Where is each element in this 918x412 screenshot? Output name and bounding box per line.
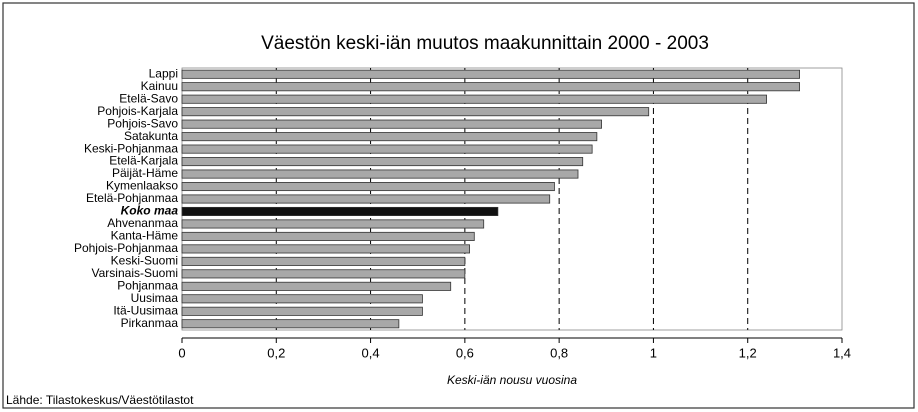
y-tick-label: Satakunta	[124, 129, 178, 143]
chart-title: Väestön keski-iän muutos maakunnittain 2…	[261, 33, 709, 54]
bar	[181, 294, 423, 304]
bar	[181, 169, 579, 179]
y-tick-label: Pohjois-Pohjanmaa	[74, 241, 178, 255]
y-tick-label: Pohjois-Karjala	[97, 104, 178, 118]
y-tick-label: Etelä-Savo	[119, 91, 178, 105]
bar	[181, 69, 800, 79]
x-tick-label: 1,4	[833, 345, 851, 360]
y-tick-label: Pohjois-Savo	[107, 116, 178, 130]
y-tick-label: Pirkanmaa	[121, 316, 179, 330]
source: Lähde: Tilastokeskus/Väestötilastot	[6, 393, 194, 407]
bar	[181, 306, 423, 316]
x-tick-label: 0,6	[456, 345, 474, 360]
y-tick-label: Kanta-Häme	[111, 229, 179, 243]
bar	[181, 119, 602, 129]
bar	[181, 231, 475, 241]
y-tick-label: Kainuu	[141, 79, 178, 93]
bar	[181, 269, 466, 279]
bar	[181, 157, 584, 167]
x-tick-label: 1,2	[739, 345, 757, 360]
bar	[181, 107, 650, 117]
x-tick-label: 0,4	[362, 345, 380, 360]
bar	[181, 94, 767, 104]
y-tick-label: Kymenlaakso	[106, 179, 178, 193]
y-tick-label: Keski-Pohjanmaa	[84, 141, 178, 155]
bar	[181, 281, 452, 291]
bar	[181, 256, 466, 266]
bar	[181, 244, 470, 254]
bar	[181, 206, 499, 216]
x-tick-label: 0	[178, 345, 185, 360]
y-tick-label: Lappi	[149, 66, 178, 80]
y-tick-label: Etelä-Pohjanmaa	[86, 191, 178, 205]
y-tick-label: Koko maa	[121, 204, 179, 218]
y-tick-label: Keski-Suomi	[111, 254, 178, 268]
bar	[181, 219, 485, 229]
bar	[181, 82, 800, 92]
y-tick-label: Varsinais-Suomi	[92, 266, 178, 280]
x-tick-label: 0,8	[550, 345, 568, 360]
y-tick-label: Itä-Uusimaa	[113, 303, 178, 317]
y-tick-label: Pohjanmaa	[117, 279, 178, 293]
bar	[181, 319, 400, 329]
bar	[181, 144, 593, 154]
y-tick-label: Ahvenanmaa	[107, 216, 178, 230]
bar	[181, 132, 598, 142]
bar	[181, 194, 551, 204]
y-tick-label: Uusimaa	[131, 291, 179, 305]
bar	[181, 182, 555, 192]
y-tick-label: Etelä-Karjala	[109, 154, 178, 168]
x-tick-label: 0,2	[267, 345, 285, 360]
y-tick-label: Päijät-Häme	[112, 166, 178, 180]
x-axis-label: Keski-iän nousu vuosina	[447, 373, 577, 387]
x-tick-label: 1	[650, 345, 657, 360]
